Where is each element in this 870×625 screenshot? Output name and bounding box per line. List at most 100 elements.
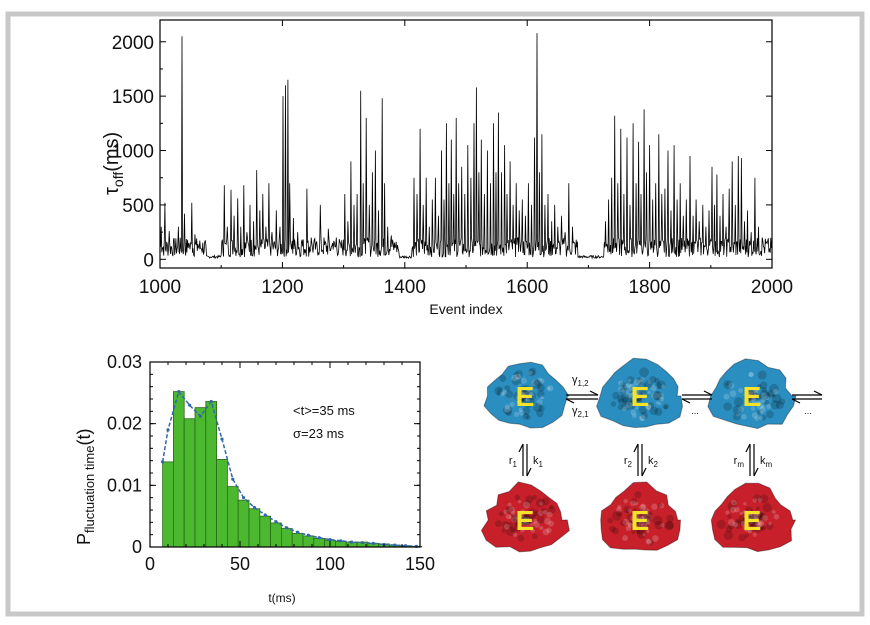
histogram-x-label: t(ms) <box>268 591 295 605</box>
protein-texture <box>634 523 640 529</box>
protein-texture <box>748 529 753 534</box>
protein-texture <box>635 396 641 402</box>
protein-texture <box>630 500 636 506</box>
protein-texture <box>744 394 751 401</box>
x-tick-label: 1400 <box>384 277 426 298</box>
protein-texture <box>518 512 524 518</box>
protein-texture <box>505 409 512 417</box>
protein-texture <box>610 401 617 407</box>
protein-texture <box>753 393 758 398</box>
protein-texture <box>640 522 647 529</box>
protein-texture <box>521 392 528 399</box>
protein-texture <box>655 382 662 390</box>
protein-texture <box>524 400 532 408</box>
protein-texture <box>530 527 536 533</box>
protein-texture <box>630 409 637 416</box>
time-trace-chart: 1000 1200 1400 1600 1800 2000 0 500 1000 1500 2000… <box>101 19 793 317</box>
protein-texture <box>521 517 528 524</box>
protein-texture <box>653 391 663 401</box>
protein-bottom-3: E <box>710 482 797 553</box>
rate-k-label: k2 <box>648 455 659 469</box>
protein-texture <box>537 377 543 382</box>
protein-texture <box>730 506 737 513</box>
histogram-bar <box>226 486 239 548</box>
protein-texture <box>643 517 649 524</box>
protein-texture <box>625 525 632 531</box>
protein-texture <box>637 384 645 391</box>
protein-texture <box>760 414 767 421</box>
protein-texture <box>520 398 526 405</box>
protein-texture <box>631 517 638 524</box>
protein-texture <box>757 520 765 527</box>
histogram-annotation-sigma: σ=23 ms <box>293 426 345 441</box>
protein-texture <box>757 370 767 380</box>
protein-texture <box>635 395 640 400</box>
protein-texture <box>645 404 652 411</box>
down-arrowhead <box>753 467 759 477</box>
protein-texture <box>752 494 761 503</box>
protein-texture <box>506 522 514 529</box>
protein-texture <box>630 392 635 397</box>
protein-texture <box>772 388 779 395</box>
protein-texture <box>619 387 627 395</box>
protein-texture <box>756 384 762 389</box>
protein-texture <box>749 394 754 399</box>
protein-texture <box>523 518 528 523</box>
protein-bottom-1: E <box>480 481 570 553</box>
protein-texture <box>525 521 530 526</box>
protein-texture <box>523 500 531 507</box>
histogram-bar <box>183 418 196 548</box>
protein-texture <box>617 380 624 386</box>
protein-texture <box>745 523 750 528</box>
protein-texture <box>526 386 531 392</box>
protein-texture <box>616 507 622 513</box>
protein-texture <box>522 393 528 399</box>
histogram-ticks: 0 50 100 150 0 0.01 0.02 0.03 <box>107 352 435 574</box>
protein-texture <box>759 381 768 389</box>
protein-texture <box>540 395 545 400</box>
protein-texture <box>522 519 527 524</box>
protein-texture <box>634 522 640 527</box>
transition-m-ellipsis <box>791 390 823 404</box>
protein-surface <box>483 361 570 429</box>
protein-texture <box>634 392 638 397</box>
protein-texture <box>518 410 525 416</box>
protein-texture <box>723 393 730 400</box>
protein-texture <box>498 511 504 517</box>
protein-texture <box>617 504 622 509</box>
protein-texture <box>521 391 526 397</box>
ellipsis-right: ... <box>804 406 812 416</box>
protein-texture <box>623 499 628 504</box>
forward-arrowhead <box>703 390 713 396</box>
protein-texture <box>622 406 627 412</box>
protein-texture <box>619 381 627 388</box>
protein-texture <box>750 406 756 411</box>
protein-texture <box>522 518 530 526</box>
protein-texture <box>516 399 522 405</box>
protein-texture <box>646 529 650 533</box>
y-tick-label: 1500 <box>112 87 154 108</box>
protein-texture <box>663 405 668 410</box>
protein-texture <box>755 510 762 516</box>
protein-texture <box>636 512 643 519</box>
protein-bottom-2: E <box>600 481 682 551</box>
protein-texture <box>755 514 764 522</box>
protein-texture <box>771 393 782 404</box>
protein-texture <box>766 410 774 419</box>
protein-texture <box>537 515 546 524</box>
protein-texture <box>494 386 504 396</box>
time-trace-x-label: Event index <box>429 301 502 317</box>
protein-texture <box>607 517 614 524</box>
protein-texture <box>738 534 746 542</box>
protein-texture <box>745 393 751 399</box>
protein-texture <box>751 412 758 419</box>
protein-texture <box>542 528 550 536</box>
protein-texture <box>749 517 757 525</box>
protein-texture <box>635 526 645 535</box>
vertical-transition-1: r1 k1 <box>509 443 544 477</box>
x-tick-label: 2000 <box>751 277 793 298</box>
hist-y-tick-label: 0.03 <box>107 352 142 372</box>
fit-point <box>339 539 343 543</box>
protein-texture <box>759 494 769 504</box>
